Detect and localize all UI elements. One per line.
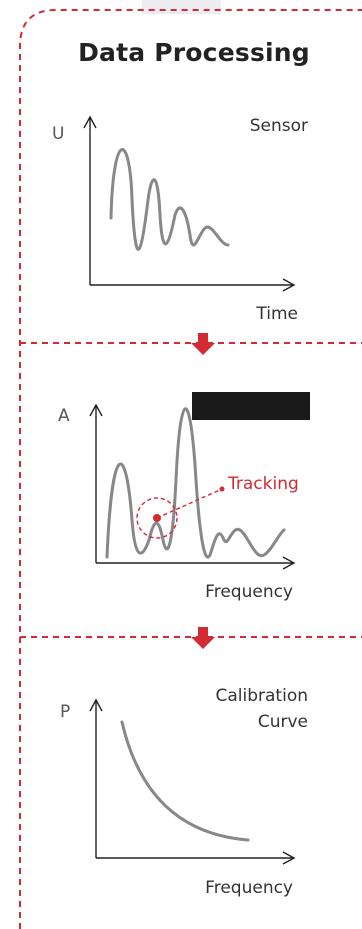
panel-1-name: Sensor [249,116,308,136]
panel-3-axes [89,698,296,865]
redacted-label [192,392,310,420]
tracking-marker [136,486,225,539]
panel-3-calibration-curve [120,720,250,842]
page-title: Data Processing [78,38,310,67]
panel-3-x-axis-label: Frequency [205,878,293,898]
panel-1-x-axis-label: Time [256,304,298,324]
tracking-annotation: Tracking [228,474,299,494]
panel-3-name-line2: Curve [257,712,308,732]
panel-2-spectrum-curve [105,407,286,559]
panel-1-axes [83,115,296,292]
panel-3-name-line1: Calibration [215,686,309,706]
panel-1-y-axis-label: U [52,124,65,144]
panel-3-y-axis-label: P [60,702,71,722]
panel-1-damped-signal [109,148,230,251]
panel-2-y-axis-label: A [58,406,70,426]
dashed-frame [19,9,362,929]
flow-arrow-2 [191,627,215,649]
flow-arrow-1 [191,333,215,355]
panel-2-axes [89,403,296,570]
panel-2-x-axis-label: Frequency [205,582,293,602]
